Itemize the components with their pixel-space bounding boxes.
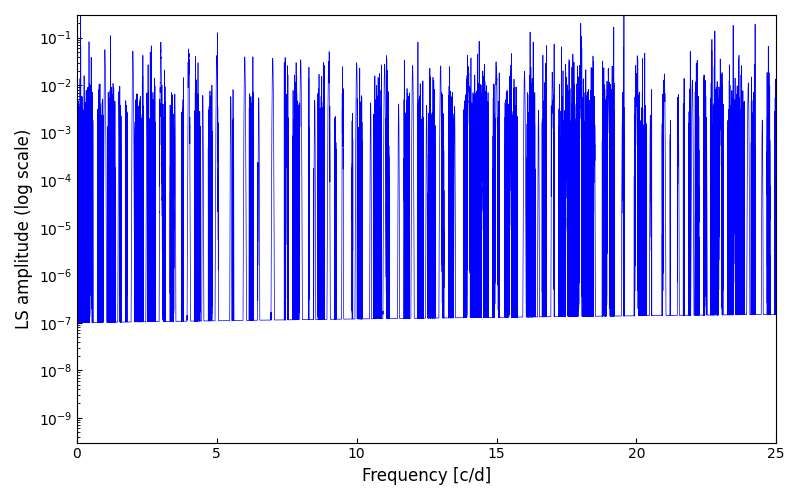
X-axis label: Frequency [c/d]: Frequency [c/d]: [362, 467, 491, 485]
Y-axis label: LS amplitude (log scale): LS amplitude (log scale): [15, 128, 33, 329]
